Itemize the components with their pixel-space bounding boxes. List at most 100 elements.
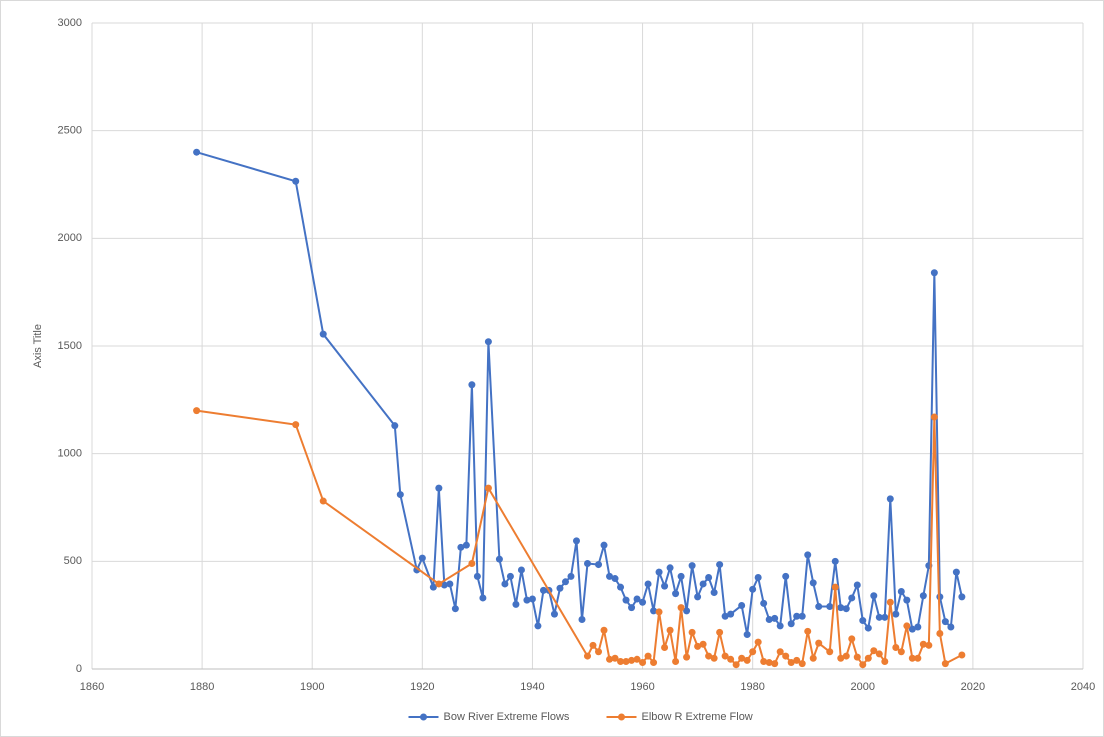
data-point [705,573,713,581]
data-point [919,592,927,600]
data-point [914,654,922,662]
data-point [617,583,625,591]
data-point [875,613,883,621]
data-point [650,659,658,667]
data-point [842,652,850,660]
data-point [550,610,558,618]
data-point [523,596,531,604]
data-point [886,598,894,606]
data-point [804,551,812,559]
data-point [765,615,773,623]
data-point [743,631,751,639]
x-tick-label: 1860 [80,681,104,693]
data-point [930,269,938,277]
y-tick-label: 1500 [58,340,82,352]
data-point [644,652,652,660]
data-point [451,605,459,613]
data-point [870,647,878,655]
data-point [859,661,867,669]
legend-label: Bow River Extreme Flows [444,711,570,723]
data-point [947,623,955,631]
data-point [589,641,597,649]
data-point [930,413,938,421]
data-point [435,580,443,588]
data-point [864,624,872,632]
data-point [837,654,845,662]
data-point [666,626,674,634]
data-point [484,338,492,346]
x-tick-label: 1980 [740,681,764,693]
data-point [776,648,784,656]
data-point [919,640,927,648]
data-point [925,641,933,649]
data-point [727,610,735,618]
data-point [457,543,465,551]
x-tick-label: 1960 [630,681,654,693]
data-point [462,541,470,549]
y-tick-label: 1000 [58,448,82,460]
data-point [572,537,580,545]
data-point [699,580,707,588]
series-line [196,151,963,635]
data-point [512,600,520,608]
data-point [517,566,525,574]
x-tick-label: 1920 [410,681,434,693]
data-point [897,648,905,656]
data-point [881,657,889,665]
data-point [694,593,702,601]
data-point [539,586,547,594]
data-point [721,652,729,660]
data-point [848,594,856,602]
data-point [506,572,514,580]
data-point [870,592,878,600]
data-point [556,584,564,592]
data-point [754,573,762,581]
data-point [914,623,922,631]
data-point [760,599,768,607]
data-point [292,177,300,185]
data-point [655,568,663,576]
data-point [473,572,481,580]
data-point [903,596,911,604]
data-point [661,582,669,590]
x-tick-label: 2040 [1071,681,1095,693]
legend-marker [618,713,625,721]
data-point [479,594,487,602]
x-tick-label: 1900 [300,681,324,693]
data-point [760,657,768,665]
data-point [468,559,476,567]
data-point [501,580,509,588]
data-point [798,660,806,668]
data-point [396,491,404,499]
x-tick-label: 1940 [520,681,544,693]
data-point [644,580,652,588]
data-point [908,625,916,633]
data-point [793,656,801,664]
data-point [853,653,861,661]
data-point [617,657,625,665]
data-point [881,613,889,621]
data-point [578,615,586,623]
data-point [743,656,751,664]
data-point [628,604,636,612]
y-tick-label: 2000 [58,232,82,244]
data-point [716,561,724,569]
data-point [826,603,834,611]
data-point [754,638,762,646]
data-point [595,561,603,569]
data-point [655,608,663,616]
data-point [831,583,839,591]
data-point [809,654,817,662]
data-point [567,572,575,580]
data-point [606,572,614,580]
data-point [738,654,746,662]
data-point [721,612,729,620]
data-point [633,655,641,663]
data-point [837,604,845,612]
data-point [672,657,680,665]
data-point [418,554,426,562]
data-point [765,659,773,667]
data-point [584,559,591,567]
